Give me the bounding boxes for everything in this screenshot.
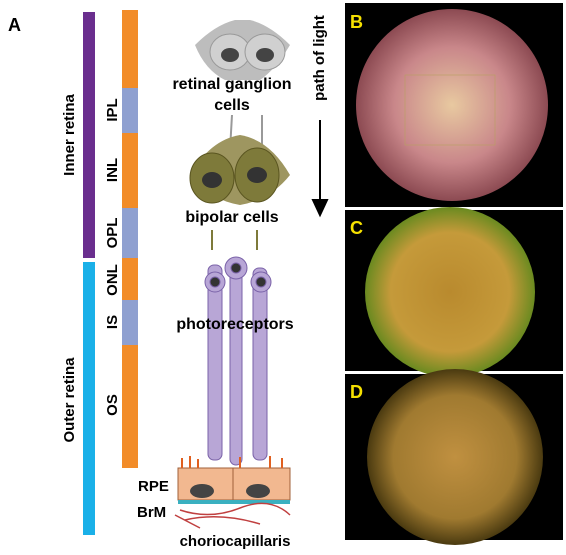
bottom-label: choriocapillaris: [180, 533, 291, 550]
layer-label: OPL: [104, 218, 121, 249]
panel-label: A: [8, 15, 21, 35]
cell-label: bipolar cells: [185, 209, 278, 226]
bottom-label: RPE: [138, 478, 169, 495]
panel-label: B: [350, 12, 363, 32]
layer-label: IPL: [104, 98, 121, 121]
cell-label: photoreceptors: [176, 316, 293, 333]
region-label: Inner retina: [61, 93, 78, 175]
bottom-label: BrM: [137, 504, 166, 521]
layer-label: INL: [104, 158, 121, 182]
fundus-d: [345, 369, 563, 545]
direction-label: path of light: [311, 15, 328, 101]
outer-bar: [83, 262, 95, 535]
layer-label: IS: [104, 315, 121, 329]
fundus-c: [345, 207, 563, 377]
rpe: [174, 456, 291, 529]
layer-bar: [122, 10, 138, 468]
panel-label: C: [350, 218, 363, 238]
layer-label: OS: [104, 394, 121, 416]
panel-label: D: [350, 382, 363, 402]
inner-bar: [83, 12, 95, 258]
region-label: Outer retina: [61, 357, 78, 443]
photoreceptors: [204, 256, 272, 466]
cell-label: cells: [214, 97, 250, 114]
fundus-b: [345, 3, 563, 207]
layer-label: ONL: [104, 264, 121, 296]
arrow: [311, 120, 329, 218]
cell-label: retinal ganglion: [172, 76, 291, 93]
bipolar-cells: [189, 135, 290, 250]
ganglion-cells: [195, 20, 290, 151]
